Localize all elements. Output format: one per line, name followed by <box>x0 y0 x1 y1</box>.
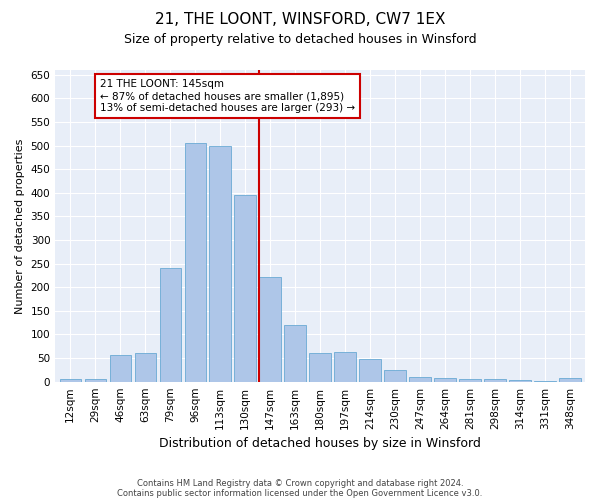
Bar <box>209 146 231 382</box>
Y-axis label: Number of detached properties: Number of detached properties <box>15 138 25 314</box>
Bar <box>284 325 306 382</box>
Bar <box>359 360 380 382</box>
Bar <box>385 370 406 382</box>
Bar <box>509 380 530 382</box>
Text: Size of property relative to detached houses in Winsford: Size of property relative to detached ho… <box>124 32 476 46</box>
Bar <box>334 352 356 382</box>
Bar <box>110 355 131 382</box>
Bar <box>185 143 206 382</box>
Bar <box>259 277 281 382</box>
X-axis label: Distribution of detached houses by size in Winsford: Distribution of detached houses by size … <box>159 437 481 450</box>
Bar <box>559 378 581 382</box>
Bar <box>409 377 431 382</box>
Text: 21, THE LOONT, WINSFORD, CW7 1EX: 21, THE LOONT, WINSFORD, CW7 1EX <box>155 12 445 28</box>
Bar <box>59 380 81 382</box>
Bar <box>310 354 331 382</box>
Bar <box>434 378 455 382</box>
Bar <box>134 354 156 382</box>
Bar <box>235 195 256 382</box>
Bar <box>484 379 506 382</box>
Text: 21 THE LOONT: 145sqm
← 87% of detached houses are smaller (1,895)
13% of semi-de: 21 THE LOONT: 145sqm ← 87% of detached h… <box>100 80 355 112</box>
Text: Contains HM Land Registry data © Crown copyright and database right 2024.: Contains HM Land Registry data © Crown c… <box>137 478 463 488</box>
Bar <box>460 379 481 382</box>
Bar <box>160 268 181 382</box>
Bar <box>85 380 106 382</box>
Text: Contains public sector information licensed under the Open Government Licence v3: Contains public sector information licen… <box>118 488 482 498</box>
